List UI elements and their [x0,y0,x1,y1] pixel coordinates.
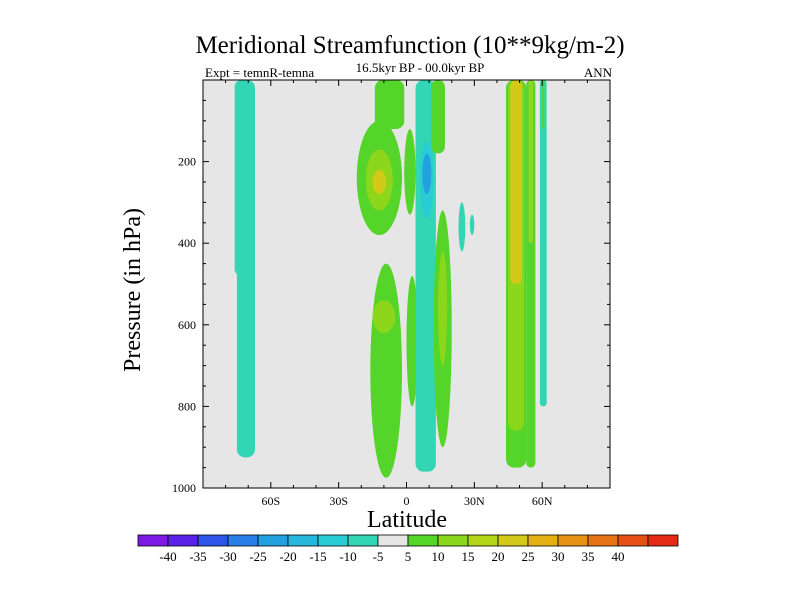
contour-region [406,275,418,407]
x-axis-label: Latitude [367,507,447,533]
colorbar-box [407,534,439,547]
colorbar-label: 35 [582,549,595,564]
colorbar-label: 20 [492,549,505,564]
chart-subtitle: 16.5kyr BP - 00.0kyr BP [356,60,485,75]
contour-region [542,80,545,129]
y-tick-label: 800 [178,399,196,413]
x-tick-label: 30N [464,494,485,508]
colorbar-box [587,534,619,547]
y-tick-label: 400 [178,236,196,250]
colorbar-label: -30 [219,549,236,564]
contour-region [422,153,432,195]
colorbar-box [227,534,259,547]
contour-region [372,169,387,195]
colorbar-label: -10 [339,549,356,564]
colorbar-box [647,534,679,547]
colorbar-box [527,534,559,547]
contour-region [431,80,445,154]
y-axis-ticks: 200 400 600 800 1000 [172,79,610,495]
colorbar-box [497,534,529,547]
colorbar-box [137,534,169,547]
contour-region [234,80,249,276]
colorbar-label: -40 [159,549,176,564]
colorbar-label: 30 [552,549,565,564]
colorbar-label: 15 [462,549,475,564]
y-tick-label: 1000 [172,481,196,495]
colorbar-box [287,534,319,547]
colorbar-box [197,534,229,547]
contour-region [528,80,534,244]
contour-region [374,80,405,129]
plot-area [202,79,611,489]
contour-region [438,251,448,366]
colorbar-label: -5 [373,549,384,564]
colorbar-label: -25 [249,549,266,564]
colorbar-box [317,534,349,547]
contour-region [372,300,396,333]
colorbar-label: 25 [522,549,535,564]
colorbar-box [557,534,589,547]
colorbar: -40 -35 -30 -25 -20 -15 -10 -5 5 10 15 20 25 30 35 40 [137,534,679,564]
x-tick-label: 0 [404,494,410,508]
y-tick-label: 200 [178,155,196,169]
colorbar-label: 5 [405,549,412,564]
colorbar-box [437,534,469,547]
contour-region [404,128,416,215]
colorbar-box [617,534,649,547]
contour-region [510,80,522,284]
colorbar-box [377,534,409,547]
x-tick-label: 60S [261,494,280,508]
season-label: ANN [584,65,613,80]
colorbar-box [467,534,499,547]
contour-region [539,80,547,407]
contour-region [469,214,475,236]
x-tick-label: 30S [329,494,348,508]
colorbar-box [347,534,379,547]
y-axis-label: Pressure (in hPa) [120,208,146,372]
colorbar-label: 10 [432,549,445,564]
colorbar-label: -20 [279,549,296,564]
colorbar-box [167,534,199,547]
experiment-label: Expt = temnR-temna [205,65,314,80]
contour-region [239,406,253,456]
colorbar-box [257,534,289,547]
colorbar-label: -35 [189,549,206,564]
contour-region [370,263,402,478]
colorbar-label: -15 [309,549,326,564]
contour-region [458,202,466,252]
y-tick-label: 600 [178,318,196,332]
colorbar-label: 40 [612,549,625,564]
chart-title: Meridional Streamfunction (10**9kg/m-2) [195,32,624,59]
x-tick-label: 60N [532,494,553,508]
